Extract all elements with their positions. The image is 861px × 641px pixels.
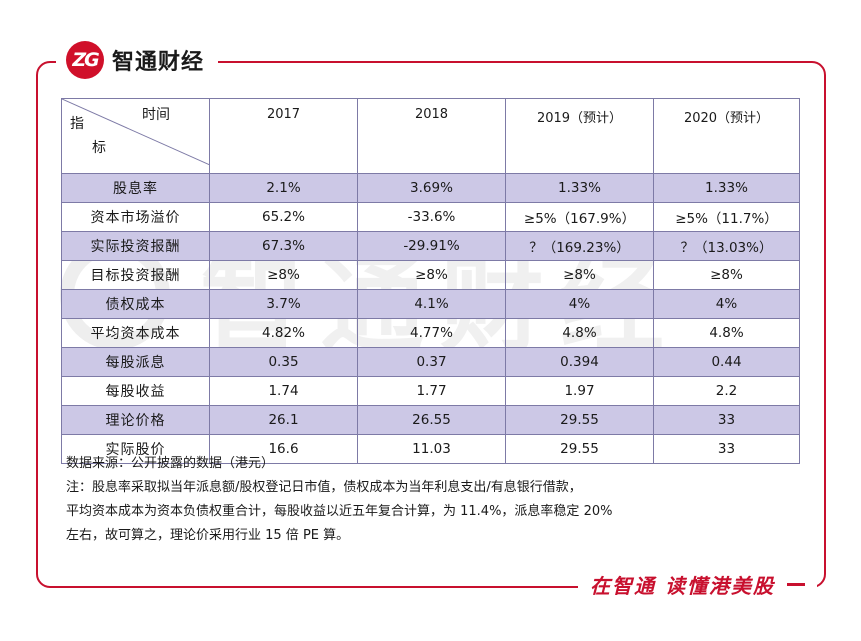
diagonal-header-cell: 时间 指 标 xyxy=(61,98,210,174)
diagonal-line xyxy=(62,99,210,165)
table-cell: -29.91% xyxy=(357,231,506,261)
valuation-table: 时间 指 标 2017 2018 2019（预计） 2020（预计） 股息率 2.… xyxy=(61,98,800,464)
table-cell: 4.82% xyxy=(209,318,358,348)
table-row: 每股派息 0.35 0.37 0.394 0.44 xyxy=(61,347,800,377)
header-year: 2019（预计） xyxy=(505,98,654,174)
table-cell: 4.77% xyxy=(357,318,506,348)
table-row: 债权成本 3.7% 4.1% 4% 4% xyxy=(61,289,800,319)
row-label: 每股派息 xyxy=(61,347,210,377)
note-line: 平均资本成本为资本负债权重合计，每股收益以近五年复合计算，为 11.4%，派息率… xyxy=(66,504,613,519)
table-cell: ≥5%（167.9%） xyxy=(505,202,654,232)
row-label: 资本市场溢价 xyxy=(61,202,210,232)
table-cell: 26.55 xyxy=(357,405,506,435)
table-cell: ≥8% xyxy=(653,260,800,290)
table-cell: 1.77 xyxy=(357,376,506,406)
row-label: 理论价格 xyxy=(61,405,210,435)
table-cell: ≥8% xyxy=(505,260,654,290)
brand-name: 智通财经 xyxy=(112,50,205,75)
slogan-footer: 在智通 读懂港美股 xyxy=(578,569,817,599)
table-cell: -33.6% xyxy=(357,202,506,232)
table-cell: 0.37 xyxy=(357,347,506,377)
table-body: 股息率 2.1% 3.69% 1.33% 1.33% 资本市场溢价 65.2% -33.6% ≥… xyxy=(61,173,800,464)
table-cell: 4.8% xyxy=(653,318,800,348)
table-cell: 65.2% xyxy=(209,202,358,232)
row-label: 目标投资报酬 xyxy=(61,260,210,290)
table-header-row: 时间 指 标 2017 2018 2019（预计） 2020（预计） xyxy=(61,98,800,174)
header-year: 2020（预计） xyxy=(653,98,800,174)
header-year: 2017 xyxy=(209,98,358,174)
table-cell: 4.8% xyxy=(505,318,654,348)
table-cell: 1.33% xyxy=(505,173,654,203)
table-cell: 26.1 xyxy=(209,405,358,435)
table-cell: 0.44 xyxy=(653,347,800,377)
table-cell: ？（169.23%） xyxy=(505,231,654,261)
row-label: 实际股价 xyxy=(61,434,210,464)
brand-logo-icon: ZG xyxy=(66,41,104,79)
table-cell: 1.97 xyxy=(505,376,654,406)
table-cell: 3.69% xyxy=(357,173,506,203)
table-row: 目标投资报酬 ≥8% ≥8% ≥8% ≥8% xyxy=(61,260,800,290)
table-cell: 4% xyxy=(653,289,800,319)
row-label: 实际投资报酬 xyxy=(61,231,210,261)
table-row: 平均资本成本 4.82% 4.77% 4.8% 4.8% xyxy=(61,318,800,348)
table-cell: 11.03 xyxy=(357,434,506,464)
table-cell: ≥5%（11.7%） xyxy=(653,202,800,232)
table-cell: 1.33% xyxy=(653,173,800,203)
table-row: 每股收益 1.74 1.77 1.97 2.2 xyxy=(61,376,800,406)
slogan-text: 在智通 读懂港美股 xyxy=(590,573,775,598)
table-row: 资本市场溢价 65.2% -33.6% ≥5%（167.9%） ≥5%（11.7%） xyxy=(61,202,800,232)
table-cell: 33 xyxy=(653,405,800,435)
header-indicator-bottom: 标 xyxy=(92,140,106,156)
row-label: 每股收益 xyxy=(61,376,210,406)
table-row: 实际股价 16.6 11.03 29.55 33 xyxy=(61,434,800,464)
table-cell: 29.55 xyxy=(505,405,654,435)
header-year: 2018 xyxy=(357,98,506,174)
content-frame xyxy=(36,61,826,588)
table-row: 理论价格 26.1 26.55 29.55 33 xyxy=(61,405,800,435)
table-cell: 0.394 xyxy=(505,347,654,377)
table-row: 实际投资报酬 67.3% -29.91% ？（169.23%） ？（13.03%） xyxy=(61,231,800,261)
table-cell: 3.7% xyxy=(209,289,358,319)
table-cell: 2.2 xyxy=(653,376,800,406)
row-label: 股息率 xyxy=(61,173,210,203)
brand-header: ZG 智通财经 xyxy=(56,38,219,82)
header-indicator-top: 指 xyxy=(70,116,84,132)
table-cell: ≥8% xyxy=(209,260,358,290)
data-source-text: 数据来源：公开披露的数据（港元） xyxy=(66,456,275,471)
table-cell: ？（13.03%） xyxy=(653,231,800,261)
table-cell: 0.35 xyxy=(209,347,358,377)
table-cell: 4.1% xyxy=(357,289,506,319)
table-cell: 2.1% xyxy=(209,173,358,203)
table-cell: 4% xyxy=(505,289,654,319)
header-time-label: 时间 xyxy=(142,107,170,123)
row-label: 债权成本 xyxy=(61,289,210,319)
row-label: 平均资本成本 xyxy=(61,318,210,348)
brand-logo-text: ZG xyxy=(72,49,99,71)
notes-block: 数据来源：公开披露的数据（港元） 注：股息率采取拟当年派息额/股权登记日市值，债… xyxy=(66,452,806,548)
table-cell: 29.55 xyxy=(505,434,654,464)
note-line: 注：股息率采取拟当年派息额/股权登记日市值，债权成本为当年利息支出/有息银行借款… xyxy=(66,480,582,495)
note-line: 左右，故可算之，理论价采用行业 15 倍 PE 算。 xyxy=(66,528,350,543)
slogan-dash xyxy=(787,582,805,586)
table-row: 股息率 2.1% 3.69% 1.33% 1.33% xyxy=(61,173,800,203)
table-cell: 67.3% xyxy=(209,231,358,261)
table-cell: 33 xyxy=(653,434,800,464)
table-cell: ≥8% xyxy=(357,260,506,290)
table-cell: 1.74 xyxy=(209,376,358,406)
